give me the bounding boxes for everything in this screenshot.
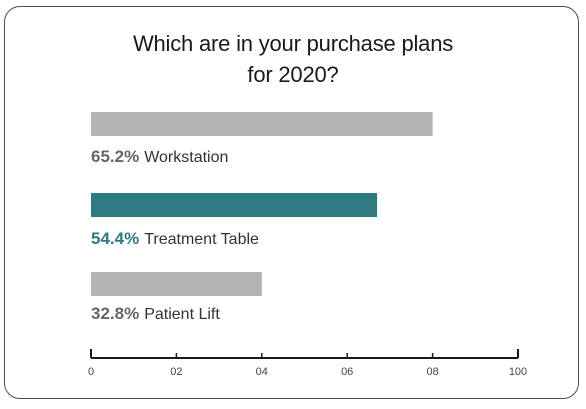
- bar-label-patient-lift: 32.8% Patient Lift: [91, 304, 220, 323]
- category-label-workstation: Workstation: [144, 149, 228, 166]
- value-label-workstation: 65.2%: [91, 147, 139, 166]
- x-tick-label-5: 100: [509, 366, 527, 378]
- value-label-treatment-table: 54.4%: [91, 229, 139, 248]
- bar-treatment-table: [91, 193, 378, 217]
- value-label-patient-lift: 32.8%: [91, 304, 139, 323]
- x-tick-label-3: 06: [341, 366, 353, 378]
- x-tick-label-1: 02: [170, 366, 182, 378]
- x-tick-label-2: 04: [256, 366, 268, 378]
- chart-title-line-2: for 2020?: [247, 62, 339, 87]
- x-tick-label-0: 0: [88, 366, 94, 378]
- chart-title-line-1: Which are in your purchase plans: [132, 31, 454, 56]
- bar-label-workstation: 65.2% Workstation: [91, 147, 228, 166]
- bar-workstation: [91, 112, 433, 136]
- x-tick-label-4: 08: [426, 366, 438, 378]
- category-label-patient-lift: Patient Lift: [144, 306, 220, 323]
- bar-label-treatment-table: 54.4% Treatment Table: [91, 229, 259, 248]
- category-label-treatment-table: Treatment Table: [144, 231, 259, 248]
- chart-title: Which are in your purchase plans for 202…: [0, 28, 586, 90]
- bar-patient-lift: [91, 272, 262, 296]
